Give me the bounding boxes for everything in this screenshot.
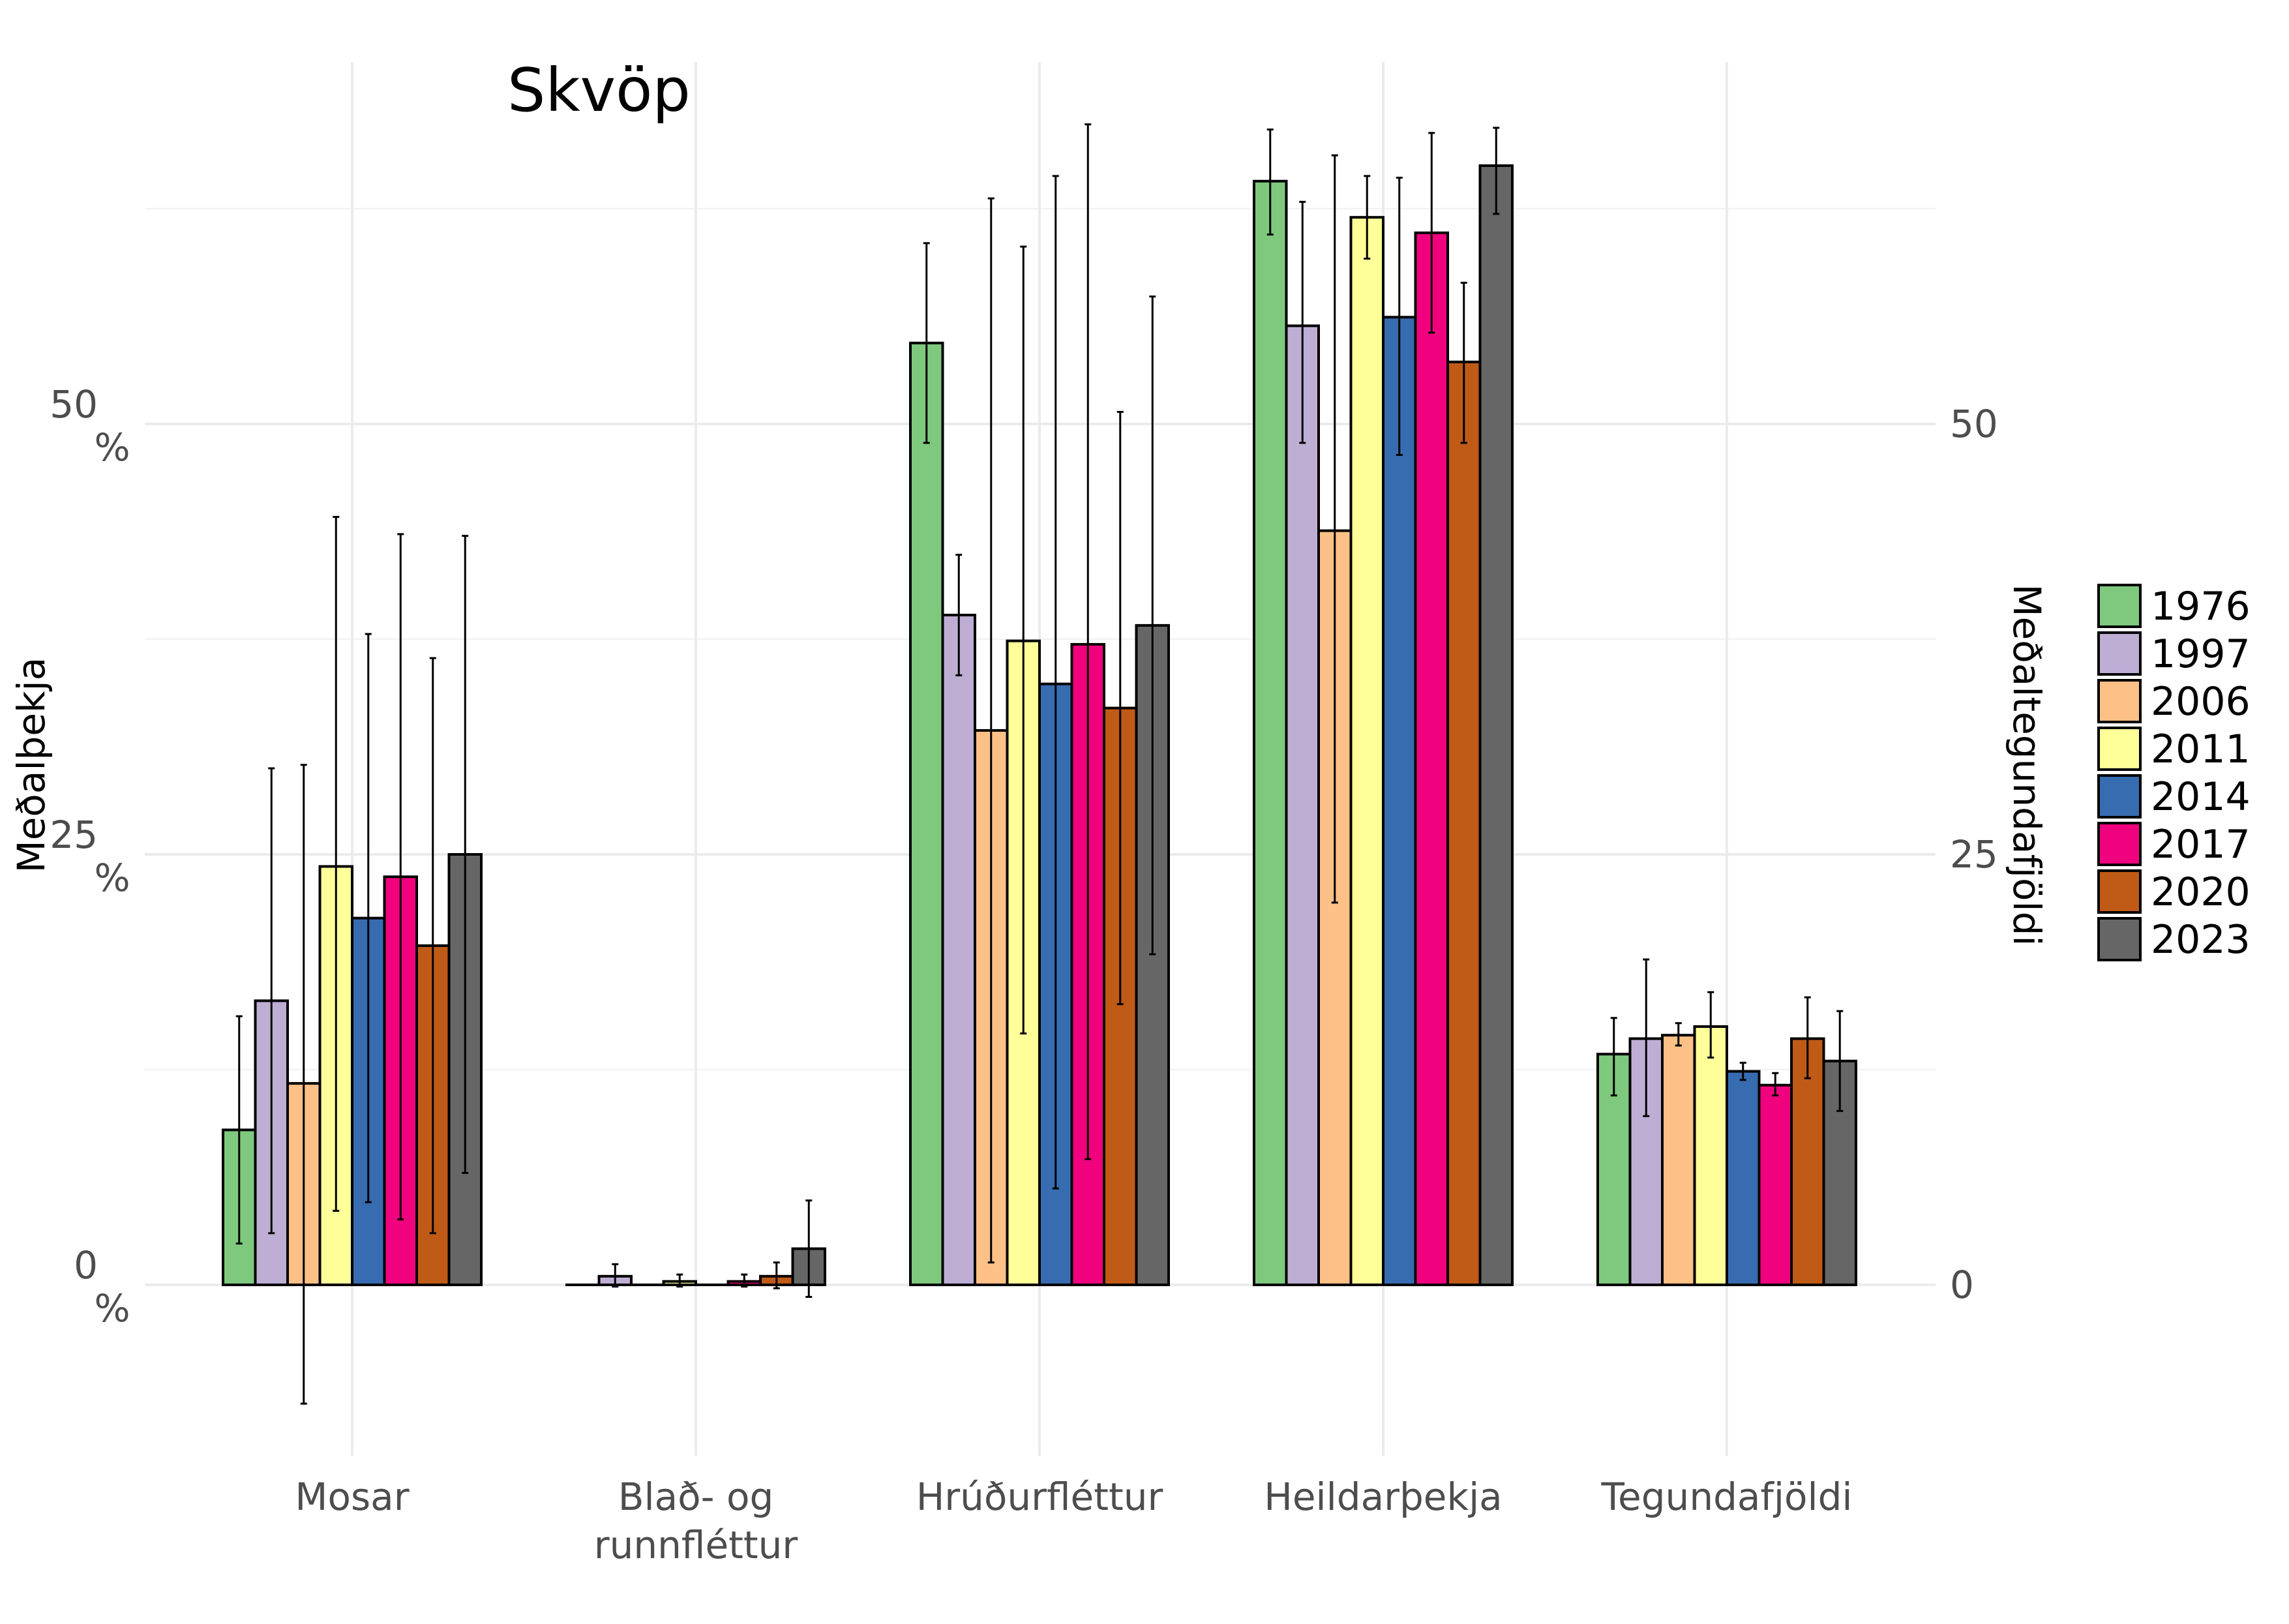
x-tick-3: Heildarþekja — [1264, 1475, 1502, 1519]
error-bars — [235, 123, 1844, 1405]
bar-2014-3 — [1382, 316, 1417, 1287]
bar-2017-4 — [1758, 1083, 1793, 1286]
bar-1976-3 — [1253, 179, 1288, 1286]
bar-2011-4 — [1693, 1025, 1728, 1286]
legend-label-2023: 2023 — [2151, 917, 2251, 963]
bar-2023-3 — [1478, 164, 1514, 1286]
x-axis-ticks: Mosar Blað- og runnfléttur Hrúðurfléttur Hei… — [295, 1475, 1852, 1567]
y-tick-right-50: 50 — [1950, 402, 1998, 446]
legend-key-1976 — [2097, 584, 2142, 628]
y-tick-left-25: 25% — [50, 813, 130, 900]
y-axis-right-title: Meðaltegundafjöldi — [2005, 584, 2049, 946]
bar-1976-2 — [909, 341, 944, 1286]
legend-label-2014: 2014 — [2151, 774, 2251, 820]
x-tick-4: Tegundafjöldi — [1600, 1475, 1852, 1519]
y-axis-right-ticks: 0 25 50 — [1950, 402, 1998, 1307]
bar-2006-4 — [1661, 1034, 1696, 1286]
y-tick-right-25: 25 — [1950, 832, 1998, 877]
legend-key-2006 — [2097, 679, 2142, 723]
legend-label-1976: 1976 — [2151, 584, 2251, 629]
legend-label-2020: 2020 — [2151, 869, 2251, 915]
legend-key-2017 — [2097, 822, 2142, 866]
y-axis-left-title: Meðalþekja — [9, 657, 53, 873]
x-tick-2: Hrúðurfléttur — [916, 1475, 1163, 1519]
bar-1997-3 — [1285, 324, 1320, 1286]
y-tick-left-0: 0% — [74, 1243, 130, 1331]
y-tick-left-50: 50% — [50, 382, 130, 470]
legend-key-2011 — [2097, 727, 2142, 771]
x-tick-1: Blað- og runnfléttur — [594, 1475, 798, 1567]
bar-2017-3 — [1414, 231, 1449, 1287]
legend-key-2014 — [2097, 774, 2142, 819]
bar-2011-3 — [1349, 216, 1384, 1287]
legend-key-1997 — [2097, 631, 2142, 676]
bar-2020-3 — [1446, 360, 1482, 1287]
bar-2020-4 — [1790, 1037, 1825, 1286]
bar-1997-2 — [941, 614, 976, 1286]
legend-label-2011: 2011 — [2151, 727, 2251, 772]
legend-key-2020 — [2097, 869, 2142, 914]
legend-key-2023 — [2097, 917, 2142, 961]
x-tick-0: Mosar — [295, 1475, 409, 1519]
y-axis-left-ticks: 0 % 25 % 50% — [50, 382, 130, 1331]
legend-label-1997: 1997 — [2151, 631, 2251, 677]
chart-title: Skvöp — [507, 55, 691, 125]
bar-2014-4 — [1726, 1070, 1761, 1286]
y-tick-right-0: 0 — [1950, 1263, 1974, 1307]
legend-label-2006: 2006 — [2151, 679, 2251, 725]
legend-label-2017: 2017 — [2151, 822, 2251, 867]
